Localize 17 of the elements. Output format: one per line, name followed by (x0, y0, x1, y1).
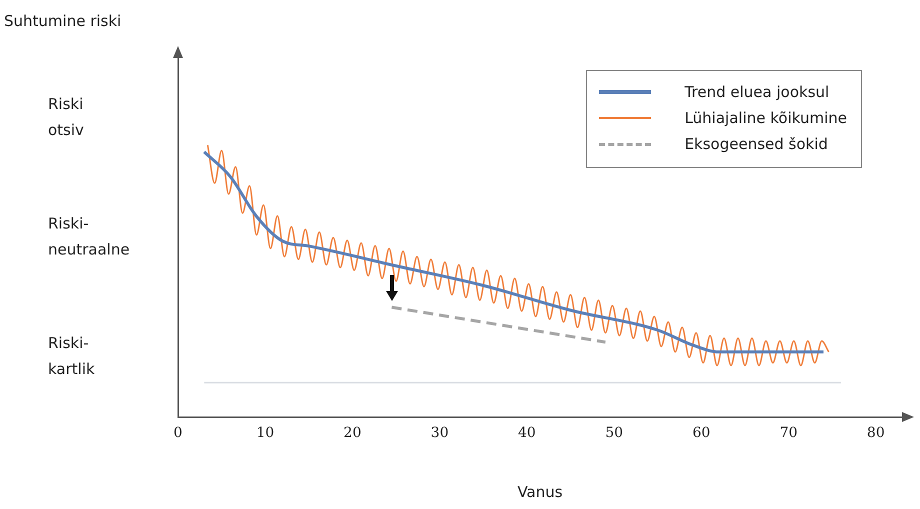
x-tick-label: 50 (605, 425, 624, 442)
x-tick-label: 80 (866, 425, 885, 442)
x-tick-label: 0 (174, 425, 182, 442)
text: Riski-kartlik (48, 334, 95, 378)
x-axis-title: Vanus (517, 482, 563, 501)
y-axis-title: Suhtumine riski (4, 12, 122, 30)
x-tick-label: 30 (430, 425, 449, 442)
legend-label: Trend eluea jooksul (684, 83, 830, 101)
x-tick-label: 20 (344, 425, 362, 442)
x-tick-label: 70 (780, 425, 798, 442)
x-tick-label: 60 (692, 425, 710, 442)
x-tick-label: 10 (256, 425, 274, 442)
text: Riski otsiv (48, 94, 84, 139)
text: Riski-neutraalne (48, 214, 130, 258)
x-tick-label: 40 (518, 425, 536, 442)
legend-label: Eksogeensed šokid (684, 135, 828, 153)
legend-label: Lühiajaline kõikumine (684, 109, 847, 127)
